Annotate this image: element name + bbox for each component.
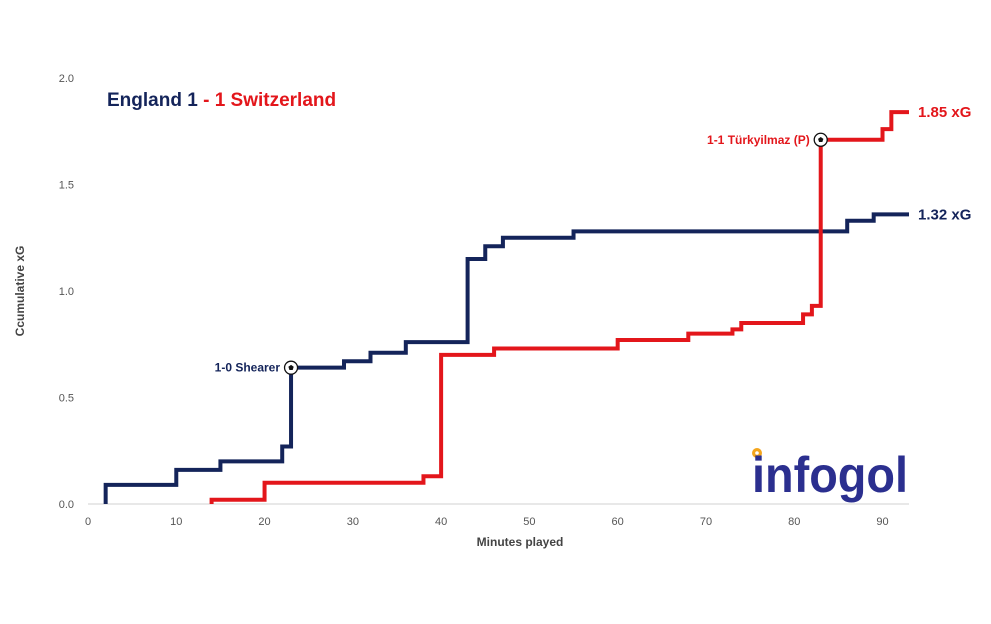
goal-annotation-label: 1-0 Shearer (215, 361, 281, 375)
x-tick-label: 60 (612, 516, 624, 528)
x-tick-label: 80 (788, 516, 800, 528)
football-icon (813, 132, 828, 147)
x-tick-label: 20 (258, 516, 270, 528)
y-tick-label: 2.0 (59, 73, 74, 85)
chart-title: England 1 - 1 Switzerland (107, 90, 336, 111)
infogol-logo: infogol (752, 447, 908, 503)
series-end-label-england: 1.32 xG (918, 206, 971, 223)
y-axis-label: Ccumulative xG (13, 246, 27, 337)
y-tick-label: 1.0 (59, 286, 74, 298)
y-tick-label: 0.0 (59, 499, 74, 511)
title-part: - (198, 90, 215, 111)
series-end-label-switzerland: 1.85 xG (918, 104, 971, 121)
x-tick-label: 30 (347, 516, 359, 528)
series-line-switzerland (209, 110, 909, 504)
goal-annotation-label: 1-1 Türkyilmaz (P) (707, 133, 810, 147)
title-part: England 1 (107, 90, 198, 111)
x-tick-label: 0 (85, 516, 91, 528)
goal-marker: 1-0 Shearer (215, 360, 299, 375)
logo-text: infogol (752, 447, 908, 503)
series-line-england (103, 212, 909, 504)
x-tick-label: 90 (876, 516, 888, 528)
goal-marker: 1-1 Türkyilmaz (P) (707, 132, 828, 147)
series-layer: 1.32 xG 1.85 xG (103, 104, 971, 504)
x-tick-label: 70 (700, 516, 712, 528)
logo-ball-icon (752, 448, 762, 458)
annotation-layer: 1-0 Shearer 1-1 Türkyilmaz (P) (215, 132, 828, 375)
x-tick-label: 10 (170, 516, 182, 528)
chart-axes: 0 10 20 30 40 50 60 70 80 90 0.0 0.5 1.0 1.5 2.0 Minute… (13, 73, 909, 549)
x-axis-label: Minutes played (477, 535, 564, 549)
y-tick-label: 0.5 (59, 393, 74, 405)
x-tick-label: 40 (435, 516, 447, 528)
x-tick-label: 50 (523, 516, 535, 528)
y-tick-label: 1.5 (59, 180, 74, 192)
title-part: 1 Switzerland (215, 90, 336, 111)
football-icon (283, 360, 299, 375)
